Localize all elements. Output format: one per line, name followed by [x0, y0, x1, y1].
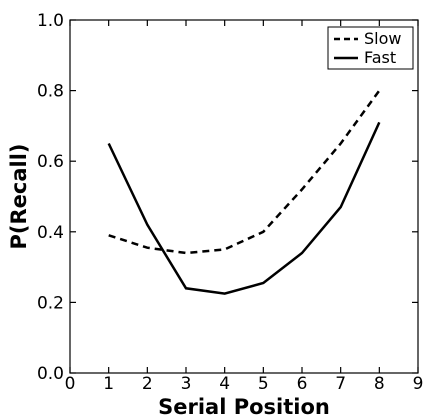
x-tick-label: 3	[181, 374, 192, 394]
series-line-fast	[107, 121, 381, 295]
y-tick-label: 1.0	[37, 11, 64, 31]
y-axis-label: P(Recall)	[7, 143, 31, 249]
x-tick-label: 4	[219, 374, 230, 394]
y-axis-ticks: 0.0 0.2 0.4 0.6 0.8 1.0	[37, 11, 418, 384]
x-tick-label: 9	[413, 374, 424, 394]
x-axis-ticks: 0 1 2 3 4 5 6 7 8 9	[65, 20, 424, 394]
x-tick-label: 6	[297, 374, 308, 394]
y-tick-label: 0.0	[37, 364, 64, 384]
y-tick-label: 0.8	[37, 82, 64, 102]
series-layer	[107, 89, 381, 295]
legend-box	[327, 26, 414, 70]
x-tick-label: 5	[258, 374, 269, 394]
plot-area	[69, 19, 419, 374]
plot-frame	[69, 19, 419, 374]
x-axis-label: Serial Position	[158, 395, 330, 419]
legend-label-fast: Fast	[364, 48, 396, 67]
series-line-slow	[108, 89, 381, 255]
x-tick-label: 1	[103, 374, 114, 394]
legend-label-slow: Slow	[364, 29, 401, 48]
x-tick-label: 2	[142, 374, 153, 394]
y-tick-label: 0.6	[37, 152, 64, 172]
y-tick-label: 0.2	[37, 293, 64, 313]
y-tick-label: 0.4	[37, 223, 64, 243]
x-tick-label: 8	[374, 374, 385, 394]
x-tick-label: 0	[65, 374, 76, 394]
x-tick-label: 7	[335, 374, 346, 394]
